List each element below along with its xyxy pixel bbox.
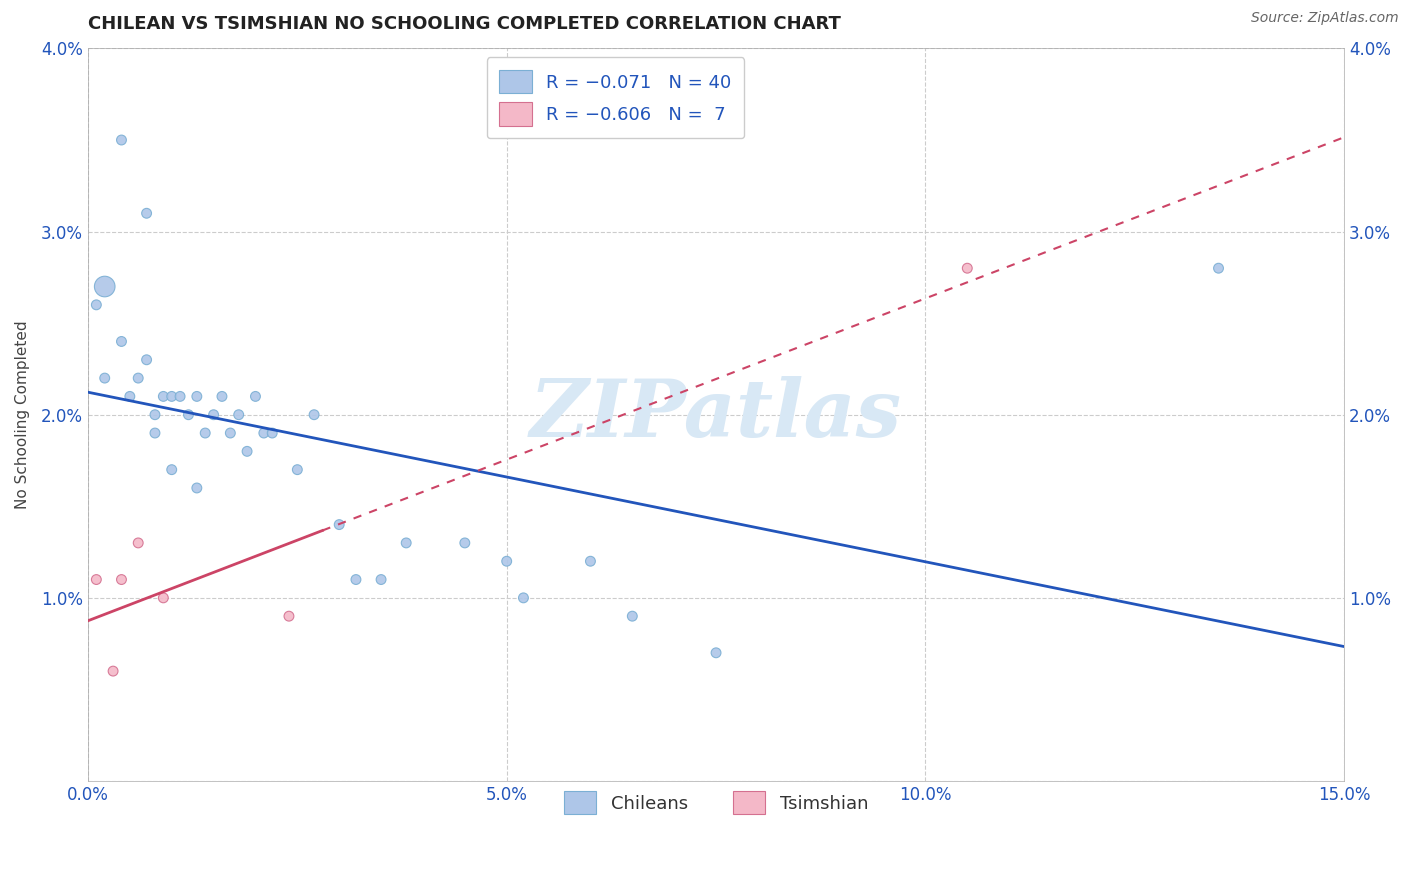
Point [169,389,191,403]
Point [93,279,115,293]
Point [512,591,534,605]
Point [177,408,200,422]
Point [186,481,208,495]
Point [1208,261,1230,276]
Point [110,334,132,349]
Legend: Chileans, Tsimshian: Chileans, Tsimshian [551,779,882,827]
Point [236,444,259,458]
Point [110,573,132,587]
Text: Source: ZipAtlas.com: Source: ZipAtlas.com [1251,11,1399,25]
Point [93,371,115,385]
Point [395,536,418,550]
Point [186,389,208,403]
Point [143,408,166,422]
Text: CHILEAN VS TSIMSHIAN NO SCHOOLING COMPLETED CORRELATION CHART: CHILEAN VS TSIMSHIAN NO SCHOOLING COMPLE… [89,15,841,33]
Point [152,389,174,403]
Point [278,609,301,624]
Point [86,298,108,312]
Point [110,133,132,147]
Point [495,554,517,568]
Point [228,408,250,422]
Point [956,261,979,276]
Point [245,389,267,403]
Point [262,425,284,440]
Point [135,352,157,367]
Point [135,206,157,220]
Point [86,573,108,587]
Point [344,573,367,587]
Point [579,554,602,568]
Point [454,536,477,550]
Point [143,425,166,440]
Point [160,463,183,477]
Point [370,573,392,587]
Point [202,408,225,422]
Point [194,425,217,440]
Point [127,371,149,385]
Point [152,591,174,605]
Point [118,389,141,403]
Point [285,463,308,477]
Point [302,408,325,422]
Point [211,389,233,403]
Point [160,389,183,403]
Point [101,664,124,678]
Point [704,646,727,660]
Point [127,536,149,550]
Point [328,517,350,532]
Text: ZIPatlas: ZIPatlas [530,376,903,453]
Y-axis label: No Schooling Completed: No Schooling Completed [15,320,30,509]
Point [253,425,276,440]
Point [219,425,242,440]
Point [621,609,644,624]
